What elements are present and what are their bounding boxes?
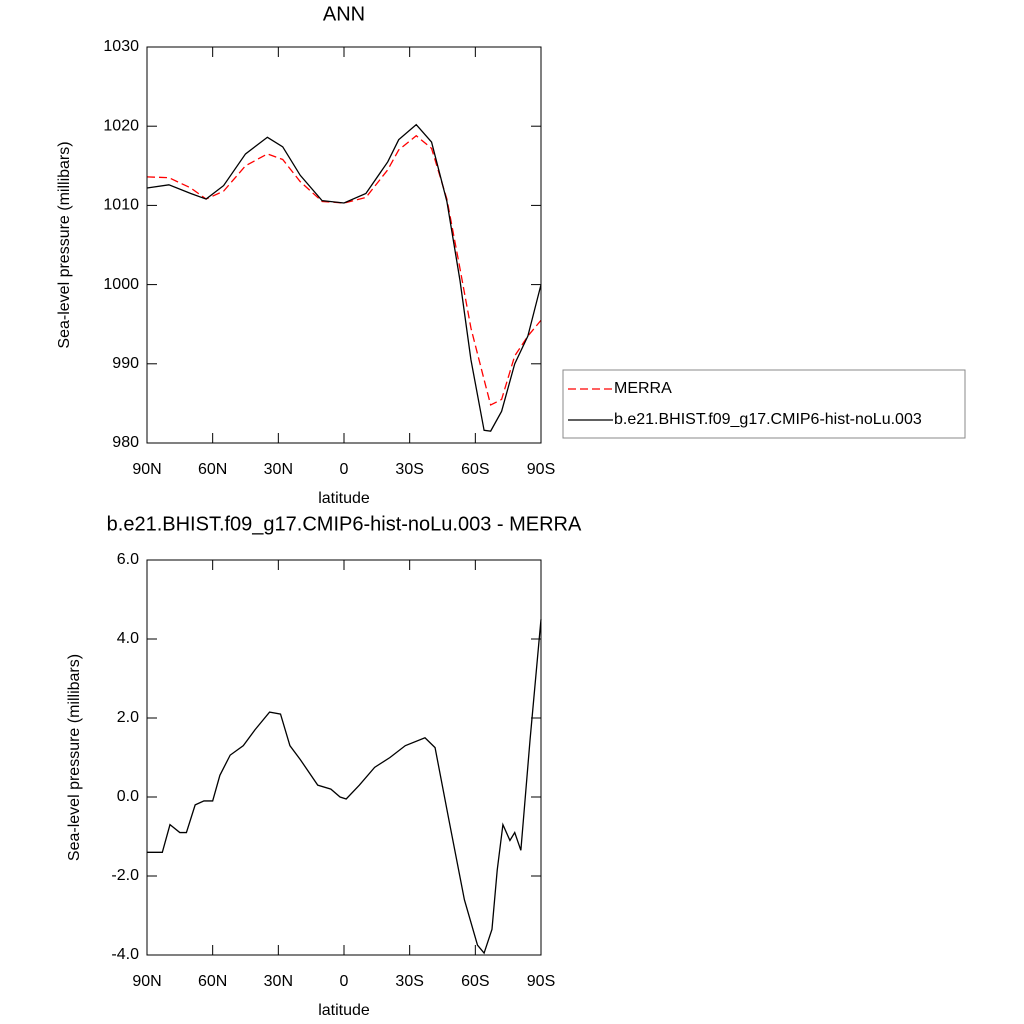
x-tick-label: 90S	[527, 461, 555, 478]
y-axis-label: Sea-level pressure (millibars)	[56, 141, 73, 348]
x-tick-label: 0	[340, 461, 349, 478]
y-tick-label: 990	[112, 355, 139, 372]
x-tick-label: 90N	[132, 461, 161, 478]
data-line	[147, 619, 542, 955]
y-tick-label: 980	[112, 434, 139, 451]
data-line	[146, 123, 542, 432]
y-tick-label: 1000	[103, 276, 139, 293]
y-tick-label: -4.0	[111, 946, 139, 963]
plot-frame	[146, 46, 542, 444]
chart-title: b.e21.BHIST.f09_g17.CMIP6-hist-noLu.003 …	[107, 513, 582, 535]
data-line	[146, 134, 542, 406]
x-axis-label: latitude	[318, 490, 370, 507]
y-tick-label: 1020	[103, 117, 139, 134]
legend-label: MERRA	[614, 380, 672, 397]
x-tick-label: 30N	[264, 973, 293, 990]
x-tick-label: 90S	[527, 973, 555, 990]
x-tick-label: 30S	[395, 973, 423, 990]
chart-title: ANN	[323, 3, 365, 25]
x-tick-label: 30N	[264, 461, 293, 478]
y-tick-label: 6.0	[117, 551, 139, 568]
y-tick-label: 4.0	[117, 630, 139, 647]
x-axis-label: latitude	[318, 1002, 370, 1019]
x-tick-label: 30S	[395, 461, 423, 478]
legend-label: b.e21.BHIST.f09_g17.CMIP6-hist-noLu.003	[614, 411, 922, 428]
x-tick-label: 0	[340, 973, 349, 990]
y-tick-label: -2.0	[111, 867, 139, 884]
y-tick-label: 1030	[103, 38, 139, 55]
y-tick-label: 2.0	[117, 709, 139, 726]
y-axis-label: Sea-level pressure (millibars)	[66, 654, 83, 861]
x-tick-label: 60N	[198, 973, 227, 990]
y-tick-label: 1010	[103, 197, 139, 214]
x-tick-label: 90N	[132, 973, 161, 990]
x-tick-label: 60S	[461, 461, 489, 478]
plot-frame	[146, 559, 542, 956]
x-tick-label: 60S	[461, 973, 489, 990]
x-tick-label: 60N	[198, 461, 227, 478]
y-tick-label: 0.0	[117, 788, 139, 805]
legend-box	[562, 369, 966, 439]
